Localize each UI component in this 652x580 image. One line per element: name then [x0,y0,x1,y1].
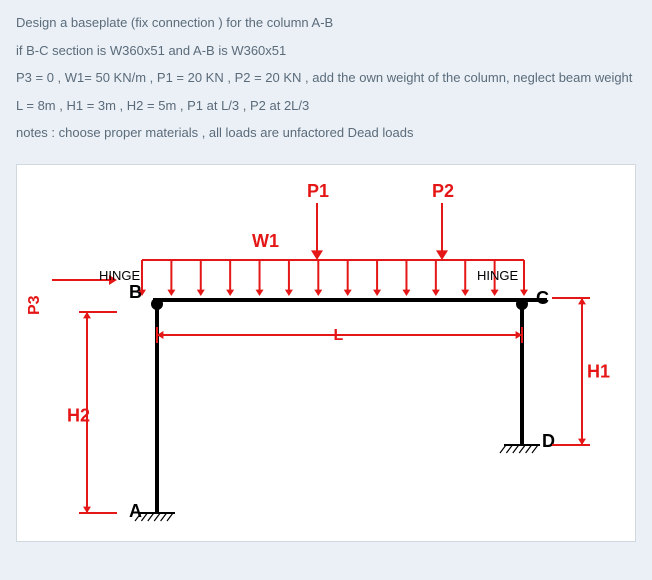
svg-text:D: D [542,431,555,451]
svg-text:L: L [334,327,344,344]
svg-text:P1: P1 [307,181,329,201]
svg-text:A: A [129,501,142,521]
svg-text:H2: H2 [67,405,90,425]
svg-text:B: B [129,282,142,302]
structural-diagram: W1 P1 P2 P3 HINGE HINGE A B C D L H2 H1 [16,164,636,542]
svg-text:HINGE: HINGE [477,268,519,283]
text-line-5: notes : choose proper materials , all lo… [16,124,636,142]
svg-text:P3: P3 [26,295,43,315]
svg-text:H1: H1 [587,361,610,381]
text-line-1: Design a baseplate (fix connection ) for… [16,14,636,32]
svg-text:W1: W1 [252,231,279,251]
svg-text:HINGE: HINGE [99,268,141,283]
text-line-2: if B-C section is W360x51 and A-B is W36… [16,42,636,60]
text-line-4: L = 8m , H1 = 3m , H2 = 5m , P1 at L/3 ,… [16,97,636,115]
svg-text:C: C [536,288,549,308]
text-line-3: P3 = 0 , W1= 50 KN/m , P1 = 20 KN , P2 =… [16,69,636,87]
problem-text: Design a baseplate (fix connection ) for… [0,0,652,160]
svg-text:P2: P2 [432,181,454,201]
